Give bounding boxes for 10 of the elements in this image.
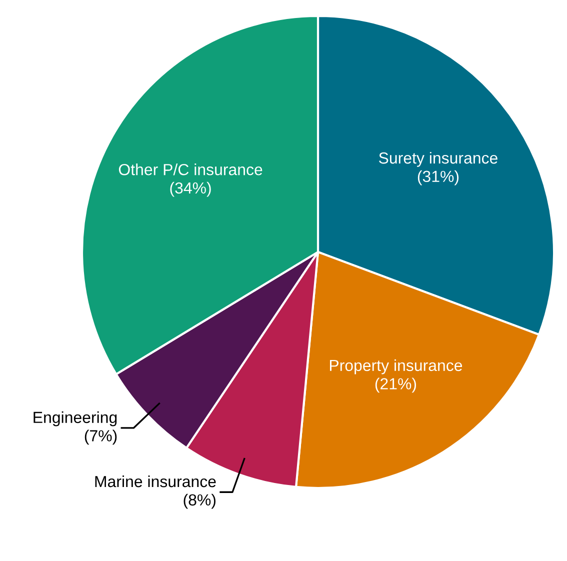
data-label: (7%) (84, 430, 117, 445)
slice-label: Engineering (34, 411, 117, 426)
slice-label: Marine insurance (95, 475, 216, 488)
slice-label: Property insurance (330, 359, 462, 374)
slice-label: Surety insurance (379, 152, 498, 167)
slice-label: Other P/C insurance (118, 164, 262, 176)
data-label: (8%) (184, 494, 216, 509)
data-label: (21%) (375, 378, 416, 393)
data-label: (34%) (170, 182, 211, 197)
data-label: (31%) (418, 170, 459, 186)
